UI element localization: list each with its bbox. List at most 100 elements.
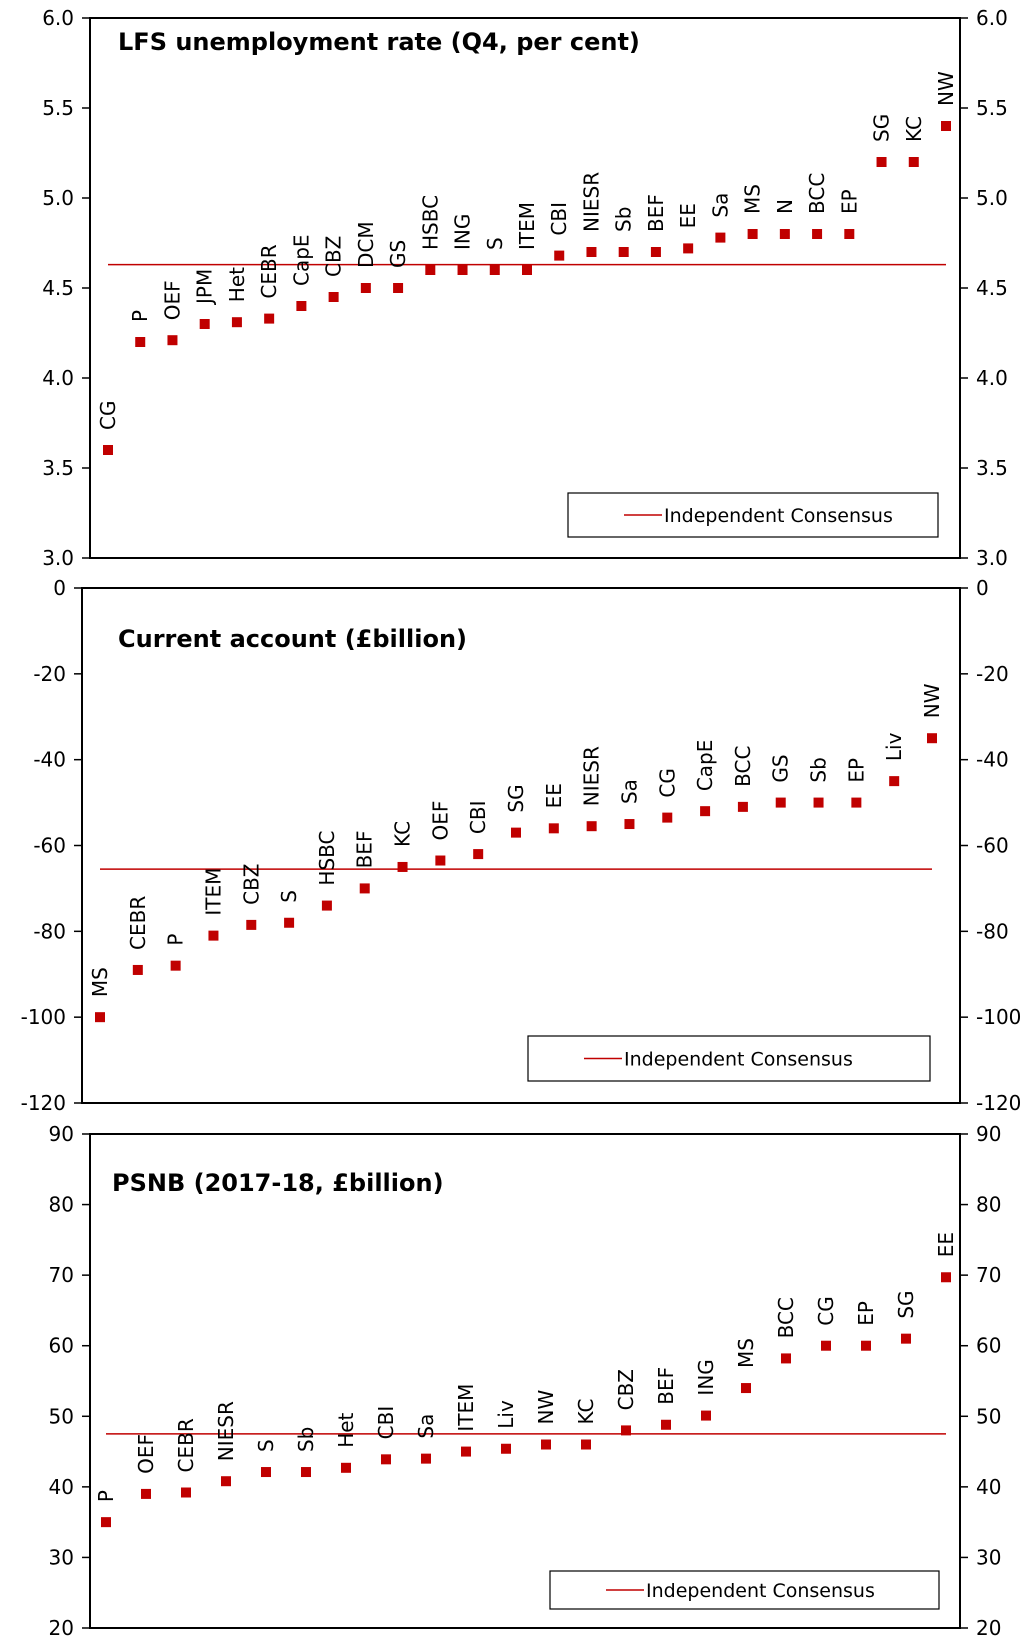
point-label: S xyxy=(483,237,507,250)
data-point xyxy=(473,849,484,860)
y-tick-label-right: 6.0 xyxy=(976,6,1008,30)
data-point xyxy=(812,229,823,239)
y-tick-label-right: -120 xyxy=(976,1091,1021,1115)
y-tick-label-right: 4.0 xyxy=(976,366,1008,390)
y-tick-label-left: 30 xyxy=(49,1545,74,1569)
data-point xyxy=(208,930,219,941)
point-label: P xyxy=(94,1490,118,1502)
chart-panel-2: -120 -120 -100 -100 -80 -80 -60 -60 -40 -40 -20 -20… xyxy=(21,576,1022,1115)
data-point xyxy=(231,317,242,328)
y-tick-label-left: 4.0 xyxy=(42,366,74,390)
point-label: Het xyxy=(225,267,249,302)
plot-frame xyxy=(89,17,961,559)
legend: Independent Consensus xyxy=(527,1035,931,1082)
data-point xyxy=(425,265,436,275)
y-tick-label-right: 3.5 xyxy=(976,456,1008,480)
point-label: DCM xyxy=(354,221,378,268)
point-label: EP xyxy=(837,189,861,214)
data-point xyxy=(662,812,673,823)
point-label: BEF xyxy=(644,194,668,232)
point-label: EP xyxy=(854,1301,878,1326)
legend: Independent Consensus xyxy=(567,492,939,538)
data-point xyxy=(941,121,951,131)
data-point xyxy=(360,283,371,293)
plot-frame xyxy=(81,587,961,1104)
point-label: NW xyxy=(934,71,958,106)
y-tick-label-right: -20 xyxy=(976,662,1009,686)
point-label: S xyxy=(277,890,301,903)
y-tick-label-right: -60 xyxy=(976,834,1009,858)
data-point xyxy=(461,1446,471,1457)
point-label: OEF xyxy=(428,801,452,841)
data-point xyxy=(700,806,711,817)
y-tick-label-left: 50 xyxy=(49,1404,74,1428)
point-label: NW xyxy=(534,1390,558,1425)
data-point xyxy=(341,1462,351,1473)
y-tick-label-right: -80 xyxy=(976,919,1009,943)
data-point xyxy=(501,1443,511,1454)
y-tick-label-left: 5.0 xyxy=(42,186,74,210)
point-label: Sb xyxy=(612,207,636,232)
data-point xyxy=(844,229,855,239)
chart-title: Current account (£billion) xyxy=(118,625,467,653)
y-tick-label-left: -20 xyxy=(33,662,66,686)
point-label: HSBC xyxy=(315,831,339,886)
data-point xyxy=(586,821,597,832)
point-label: CapE xyxy=(693,740,717,792)
point-label: KC xyxy=(902,116,926,142)
point-label: ITEM xyxy=(515,202,539,250)
data-point xyxy=(889,776,900,787)
data-point xyxy=(618,247,629,257)
data-point xyxy=(321,900,332,911)
point-label: BCC xyxy=(805,173,829,214)
data-point xyxy=(941,1272,951,1283)
y-tick-label-right: -100 xyxy=(976,1005,1021,1029)
point-label: Sa xyxy=(708,193,732,218)
point-label: Sb xyxy=(807,757,831,782)
point-label: KC xyxy=(574,1399,598,1425)
data-point xyxy=(141,1488,151,1499)
y-tick-label-right: -40 xyxy=(976,748,1009,772)
point-label: Liv xyxy=(882,732,906,761)
data-point xyxy=(284,917,295,928)
data-point xyxy=(781,1353,791,1364)
data-point xyxy=(101,1517,111,1528)
data-point xyxy=(908,157,919,167)
data-point xyxy=(103,445,113,455)
point-label: NIESR xyxy=(214,1401,238,1461)
y-tick-label-right: 3.0 xyxy=(976,546,1008,570)
point-label: MS xyxy=(88,967,112,997)
point-label: HSBC xyxy=(418,195,442,250)
point-label: Sa xyxy=(617,779,641,804)
data-point xyxy=(741,1383,751,1394)
y-tick-label-right: 5.0 xyxy=(976,186,1008,210)
y-tick-label-right: 5.5 xyxy=(976,96,1008,120)
y-tick-label-left: 5.5 xyxy=(42,96,74,120)
y-tick-label-left: -60 xyxy=(33,834,66,858)
data-point xyxy=(381,1454,391,1465)
y-tick-label-left: 0 xyxy=(53,576,66,600)
point-label: EP xyxy=(844,758,868,783)
y-tick-label-right: 20 xyxy=(976,1616,1001,1640)
point-label: N xyxy=(773,199,797,214)
data-point xyxy=(661,1419,671,1430)
point-label: CBI xyxy=(466,800,490,834)
data-point xyxy=(554,250,565,261)
data-point xyxy=(813,797,824,808)
chart-panel-3: 20 20 30 30 40 40 50 50 60 60 70 70 80 80 90 90 PSNB (20… xyxy=(49,1122,1002,1640)
point-label: CEBR xyxy=(257,244,281,298)
y-tick-label-right: 80 xyxy=(976,1193,1001,1217)
data-point xyxy=(548,823,559,834)
data-point xyxy=(167,335,178,346)
point-label: EE xyxy=(542,783,566,808)
legend-label: Independent Consensus xyxy=(646,1580,875,1602)
point-label: BEF xyxy=(353,831,377,869)
y-tick-label-right: 40 xyxy=(976,1475,1001,1499)
data-point xyxy=(132,964,143,975)
chart-title: PSNB (2017-18, £billion) xyxy=(112,1169,444,1197)
data-point xyxy=(301,1467,311,1478)
data-point xyxy=(775,797,786,808)
data-point xyxy=(876,157,887,167)
data-point xyxy=(457,265,468,275)
point-label: SG xyxy=(870,114,894,142)
